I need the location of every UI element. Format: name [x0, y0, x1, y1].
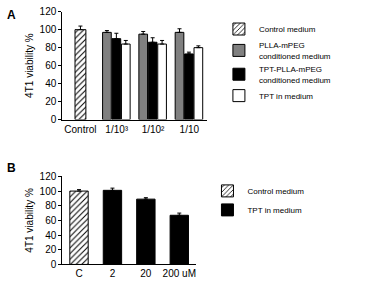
svg-text:A: A: [7, 8, 16, 22]
svg-text:TPT in medium: TPT in medium: [259, 92, 313, 101]
svg-text:1/10³: 1/10³: [105, 124, 128, 135]
svg-text:2: 2: [110, 268, 116, 279]
svg-text:Control: Control: [64, 124, 96, 135]
svg-text:C: C: [75, 268, 82, 279]
svg-text:TPT in medium: TPT in medium: [247, 206, 301, 215]
svg-text:80: 80: [45, 42, 57, 53]
svg-text:1/10: 1/10: [180, 124, 200, 135]
svg-text:100: 100: [40, 186, 57, 197]
svg-text:80: 80: [45, 200, 57, 211]
svg-text:PLLA-mPEGconditioned medium: PLLA-mPEGconditioned medium: [259, 41, 331, 60]
svg-text:Control medium: Control medium: [247, 187, 304, 196]
svg-text:60: 60: [45, 60, 57, 71]
svg-text:B: B: [7, 161, 16, 175]
svg-text:4T1 viability %: 4T1 viability %: [24, 33, 35, 98]
svg-text:40: 40: [45, 78, 57, 89]
svg-text:1/10²: 1/10²: [142, 124, 165, 135]
svg-text:20: 20: [45, 244, 57, 255]
svg-text:0: 0: [51, 114, 57, 125]
svg-text:TPT-PLLA-mPEGconditioned mediu: TPT-PLLA-mPEGconditioned medium: [259, 65, 331, 84]
svg-text:120: 120: [40, 171, 57, 182]
svg-text:0: 0: [51, 259, 57, 270]
svg-text:100: 100: [40, 24, 57, 35]
svg-text:20: 20: [45, 96, 57, 107]
svg-text:20: 20: [140, 268, 152, 279]
svg-text:60: 60: [45, 215, 57, 226]
svg-text:120: 120: [40, 6, 57, 17]
svg-text:4T1 viability %: 4T1 viability %: [24, 188, 35, 253]
svg-text:200 uM: 200 uM: [163, 268, 196, 279]
svg-text:Control medium: Control medium: [259, 25, 316, 34]
svg-text:40: 40: [45, 230, 57, 241]
